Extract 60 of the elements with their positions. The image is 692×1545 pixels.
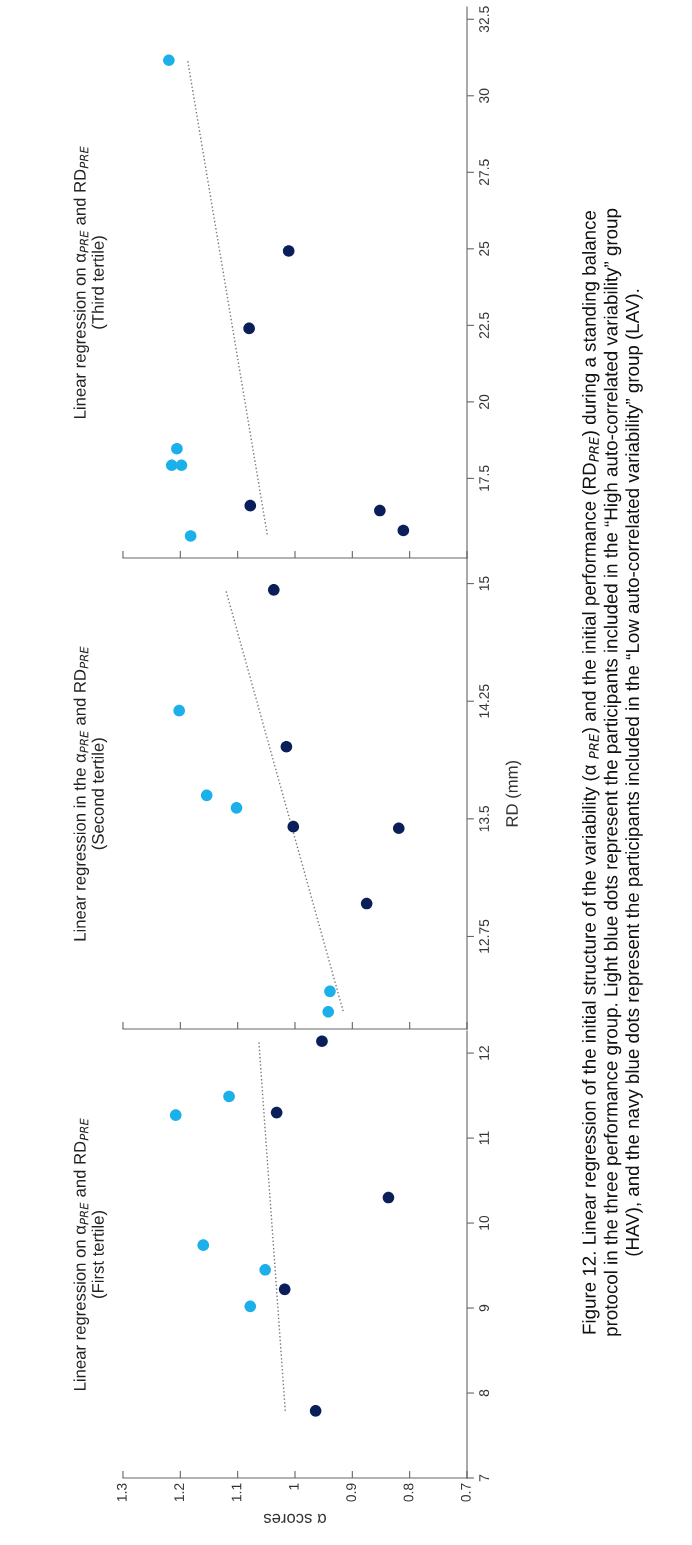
point [397,524,410,537]
point [223,1090,235,1103]
point [244,1300,257,1313]
point [197,1239,210,1251]
point [382,1191,395,1204]
x-tick-label: 1.1 [231,1483,242,1502]
point [280,740,293,753]
y-tick-label: 30 [479,88,490,103]
y-tick-label: 10 [479,1215,490,1230]
point [244,499,257,512]
y-tick-label: 8 [479,1389,490,1397]
y-tick-label: 11 [479,1131,489,1145]
point [175,459,188,472]
y-tick-label: 27.5 [479,159,490,186]
y-tick-label: 22.5 [479,312,490,339]
y-tick-label: 17.5 [479,465,490,491]
y-tick-label: 7 [479,1474,489,1482]
point [287,820,300,833]
point [374,504,386,517]
y-tick-label: 13.5 [479,805,490,832]
point [282,245,295,257]
point [163,54,175,67]
y-tick-label: 9 [479,1304,490,1312]
chart-title: Linear regression on α$_{PRE}$ and RD$_{PRE}$ (First tertile) [73,1118,108,1390]
y-tick-label: 32.5 [479,6,490,33]
point [360,897,373,910]
x-tick-label: 1 [289,1483,299,1490]
caption: Figure 12. Linear regression of the initial structure of the variability (α $_{PRE}$) and the initial performance (RD$_{PRE}$) during a standing balance protocol in the three performance group. Light blue dots represent the participants included in the “High auto-correlated variability” group (HAV), and the navy blue dots represent the participants included in the “Low auto-correlated variability” group (LAV). [582,208,643,1336]
x-tick-label: 0.8 [403,1483,414,1502]
point [316,1035,328,1048]
x-tick-label: 0.9 [346,1483,357,1502]
y-tick-label: 25 [479,241,490,256]
point [309,1405,322,1417]
point [200,789,213,802]
point [259,1263,271,1276]
y-tick-label: 12 [479,1046,489,1060]
y-tick-label: 12.75 [479,919,490,953]
point [270,1106,283,1119]
chart-title: Linear regression on α$_{PRE}$ and RD$_{PRE}$ (Third tertile) [73,146,108,418]
point [322,1005,335,1018]
point [171,442,183,455]
y-tick-label: 14.25 [479,684,490,718]
point [230,802,243,814]
x-tick-label: 1.3 [116,1483,127,1502]
point [173,704,185,717]
point [243,322,255,335]
x-tick-label: 1.2 [174,1483,184,1502]
y-axis-title: RD (mm) [505,761,522,827]
y-tick-label: 20 [479,394,490,409]
point [165,459,178,472]
x-axis-title: α scores [263,1513,326,1523]
point [169,1109,182,1121]
x-tick-label: 0.7 [460,1483,471,1502]
point [324,985,336,998]
point [392,822,405,835]
point [267,584,280,596]
point [184,530,197,542]
chart-title: Linear regression in the α$_{PRE}$ and RD$_{PRE}$ (Second tertile) [73,646,108,941]
point [278,1283,291,1296]
y-tick-label: 15 [479,576,490,591]
